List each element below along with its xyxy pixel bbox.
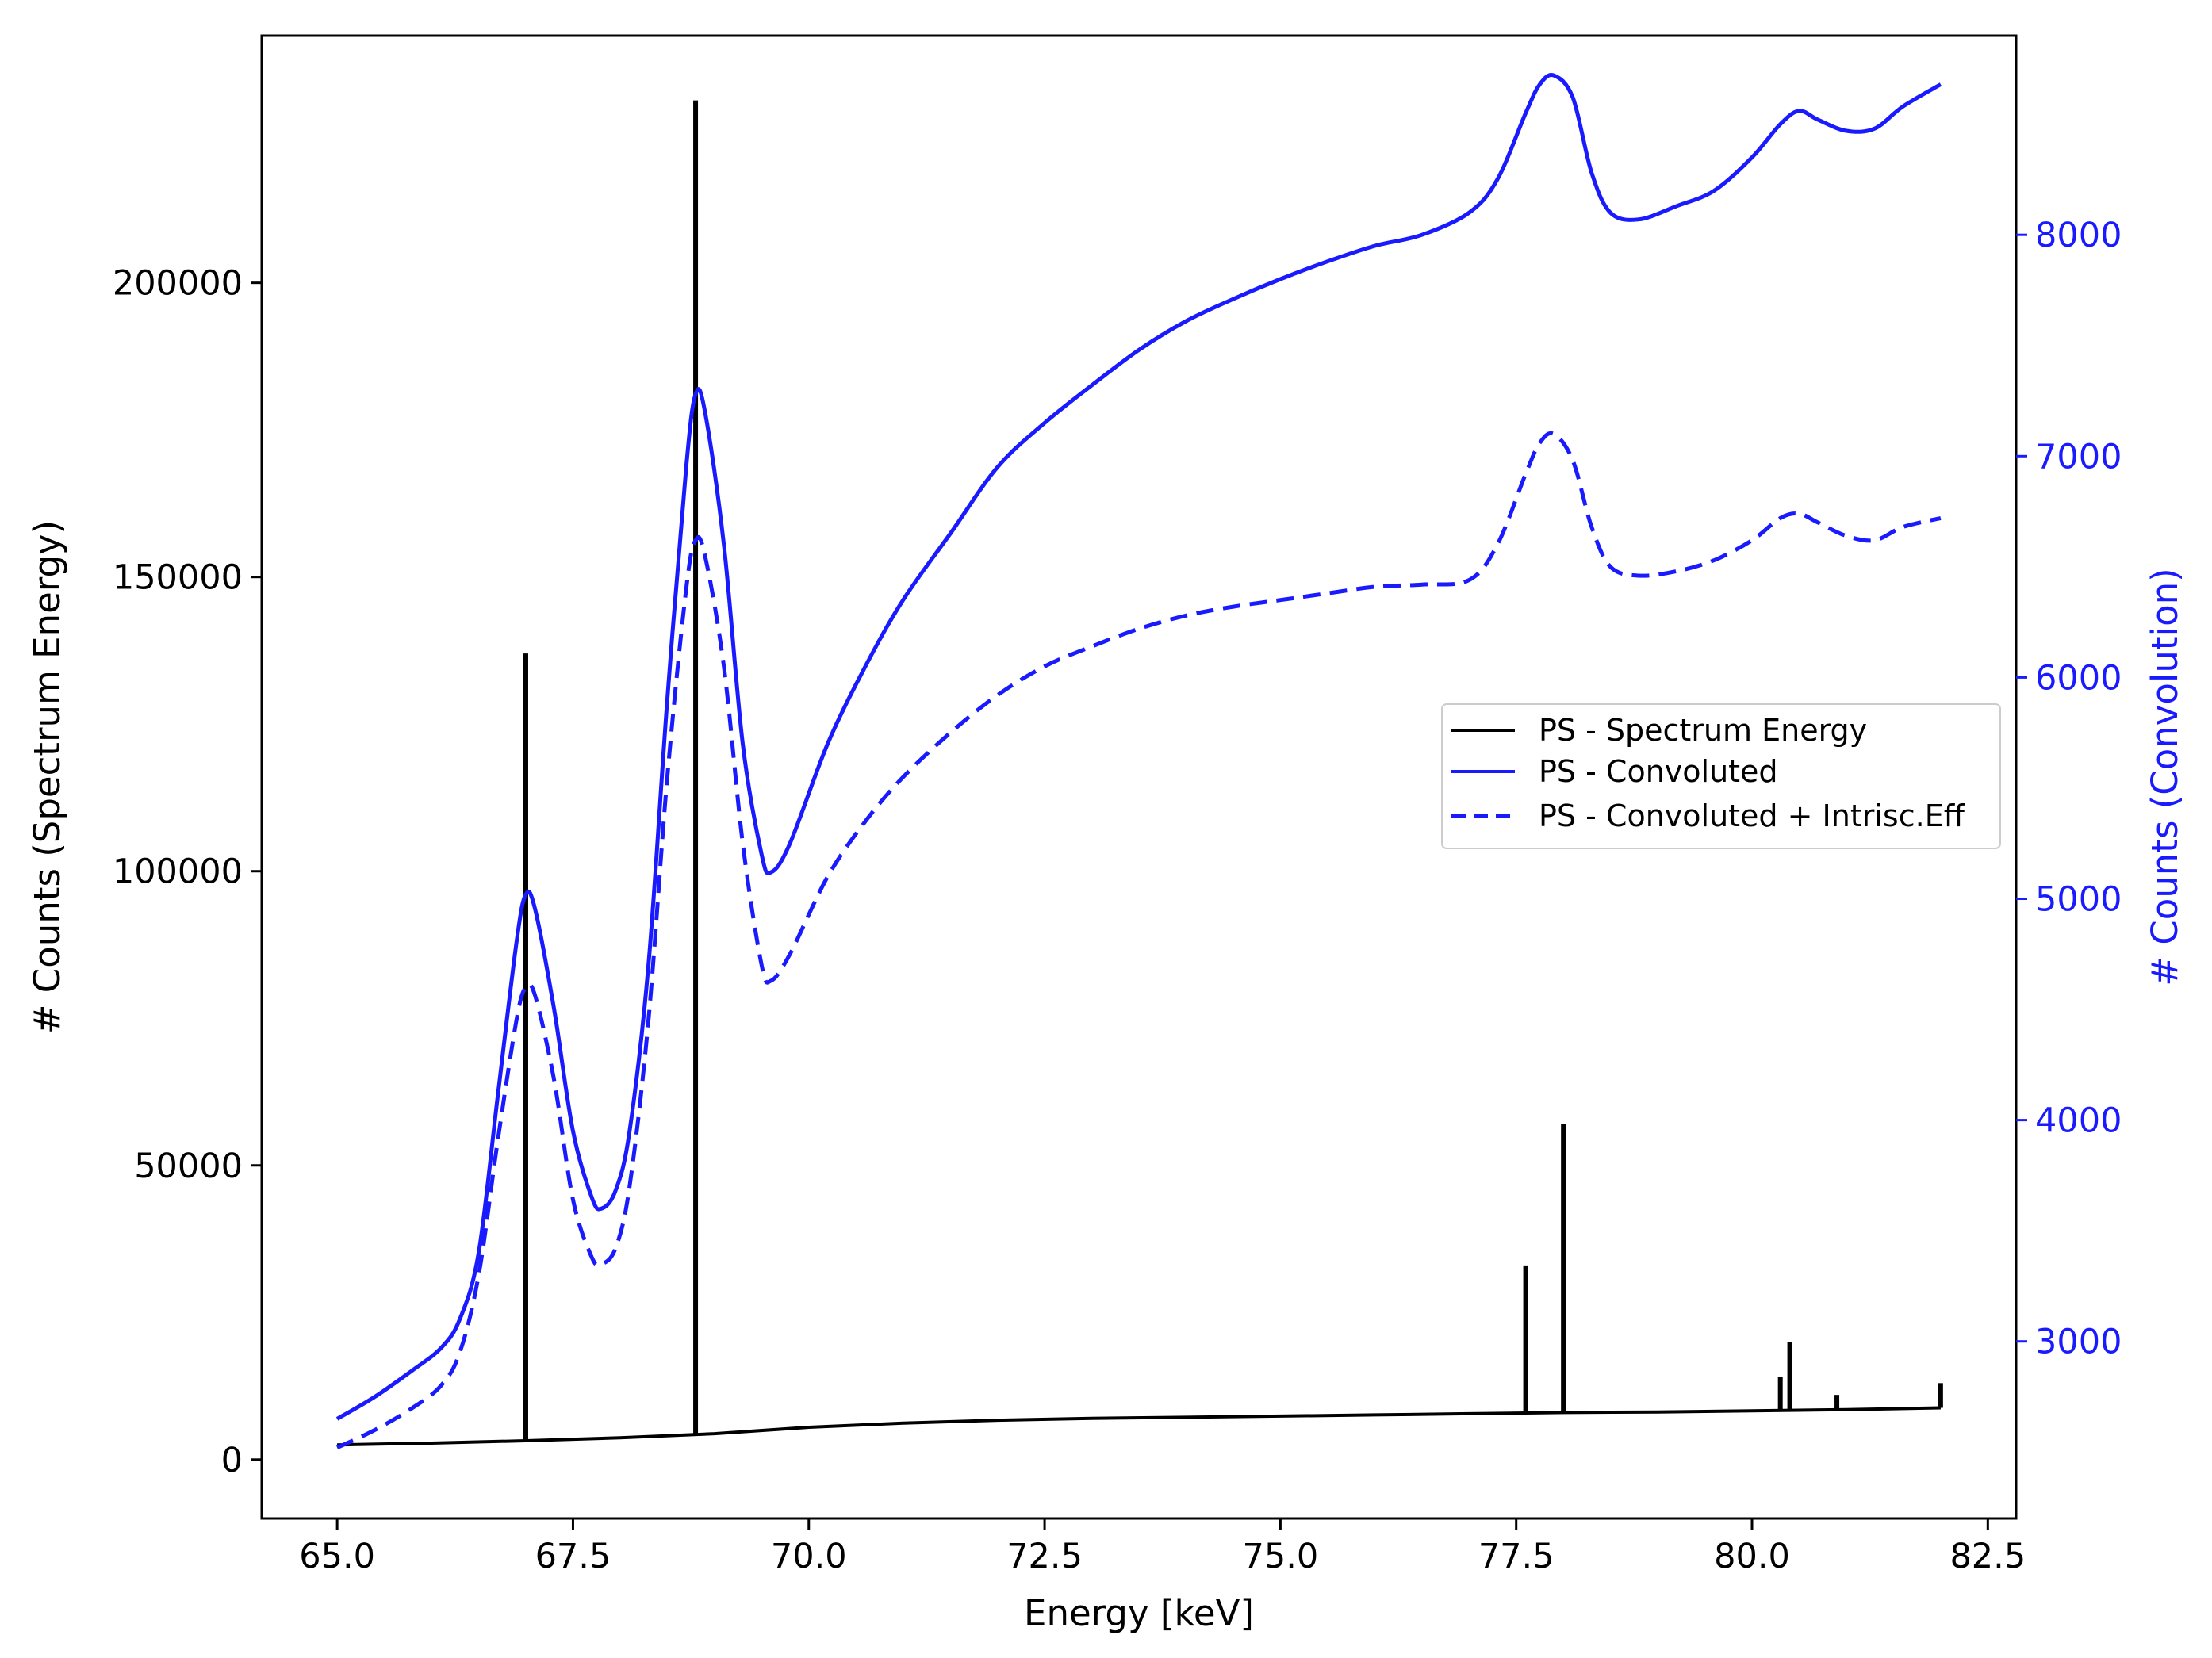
x-tick-label: 77.5 (1478, 1537, 1555, 1576)
x-tick-label: 70.0 (771, 1537, 847, 1576)
right-y-tick-label: 6000 (2035, 658, 2122, 698)
plot-marks (335, 73, 1943, 1449)
x-tick-label: 80.0 (1714, 1537, 1790, 1576)
x-axis-label: Energy [keV] (1024, 1592, 1254, 1634)
series-convoluted-eff-line (336, 431, 1942, 1449)
right-y-tick-label: 5000 (2035, 880, 2122, 920)
right-y-tick-label: 8000 (2035, 216, 2122, 255)
legend-label-convoluted-eff: PS - Convoluted + Intrisc.Eff (1539, 798, 1965, 833)
legend-box (1441, 703, 2001, 849)
left-y-axis-label: # Counts (Spectrum Energy) (26, 520, 68, 1034)
left-y-tick-label: 100000 (113, 852, 243, 892)
right-y-tick-label: 3000 (2035, 1323, 2122, 1362)
right-y-axis-label: # Counts (Convolution) (2144, 568, 2186, 986)
legend-label-convoluted: PS - Convoluted (1539, 754, 1778, 789)
x-tick-label: 65.0 (299, 1537, 375, 1576)
left-y-tick-label: 50000 (134, 1147, 243, 1186)
right-y-tick-label: 7000 (2035, 437, 2122, 477)
x-tick-label: 72.5 (1006, 1537, 1083, 1576)
left-y-tick-label: 0 (221, 1441, 243, 1480)
left-y-tick-label: 150000 (113, 558, 243, 598)
series-convoluted-line (335, 73, 1942, 1421)
left-y-axis: 0 50000 100000 150000 200000 (113, 264, 262, 1480)
x-tick-label: 67.5 (535, 1537, 611, 1576)
series-spectrum-baseline (337, 1406, 1941, 1447)
right-y-tick-label: 4000 (2035, 1101, 2122, 1141)
right-y-axis: 3000 4000 5000 6000 7000 8000 (2016, 216, 2122, 1362)
x-tick-label: 82.5 (1949, 1537, 2026, 1576)
x-axis: 65.0 67.5 70.0 72.5 75.0 77.5 80.0 82.5 (299, 1518, 2026, 1576)
x-tick-label: 75.0 (1243, 1537, 1319, 1576)
legend: PS - Spectrum Energy PS - Convoluted PS … (1441, 703, 2001, 849)
legend-label-spectrum: PS - Spectrum Energy (1539, 713, 1867, 748)
left-y-tick-label: 200000 (113, 264, 243, 304)
